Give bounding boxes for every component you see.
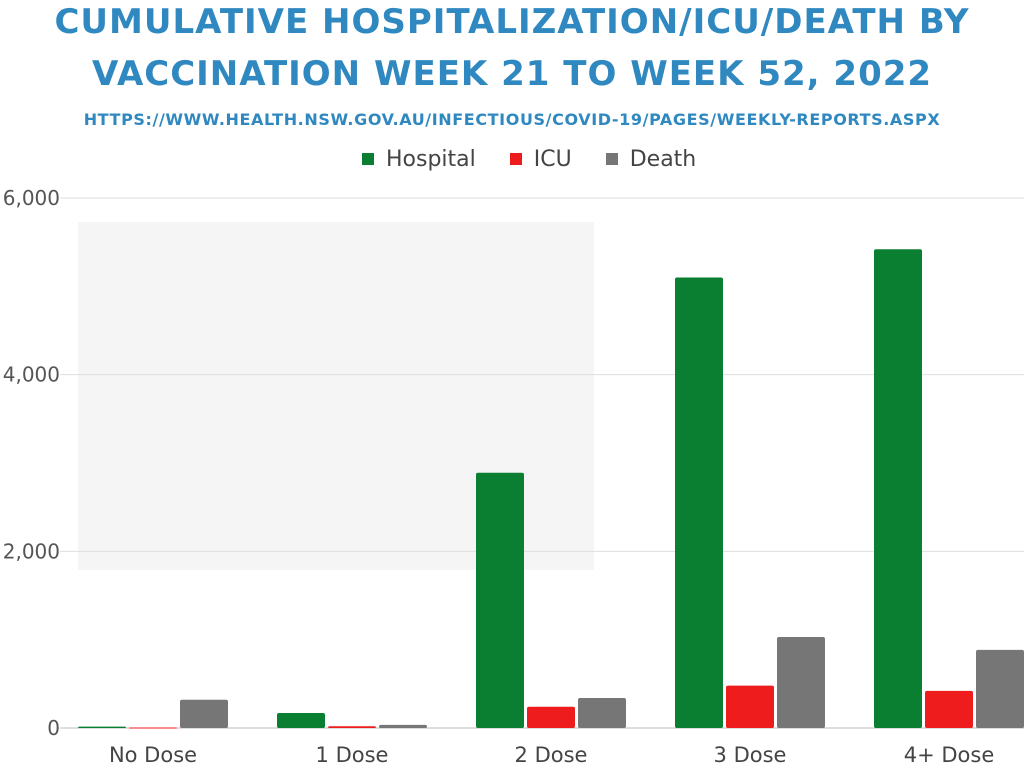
legend-item-death[interactable]: Death	[605, 146, 697, 172]
chart-title-line-1: CUMULATIVE HOSPITALIZATION/ICU/DEATH BY	[54, 2, 970, 42]
legend-swatch-death	[605, 153, 618, 165]
bar-death-no-dose[interactable]	[180, 699, 228, 728]
legend: Hospital ICU Death	[362, 146, 696, 172]
bar-chart: 0 2,000 4,000 6,000 No Dose 1 Dose 2 Dose 3 Do…	[3, 186, 1024, 767]
bar-hospital-3-dose[interactable]	[675, 277, 723, 729]
bar-death-1-dose[interactable]	[379, 724, 427, 728]
x-category-label: No Dose	[109, 743, 197, 767]
bar-hospital-1-dose[interactable]	[277, 712, 325, 728]
bars	[78, 249, 1024, 729]
bar-death-2-dose[interactable]	[578, 697, 626, 728]
source-url: HTTPS://WWW.HEALTH.NSW.GOV.AU/INFECTIOUS…	[83, 110, 941, 129]
x-category-label: 3 Dose	[714, 743, 787, 767]
x-category-label: 2 Dose	[515, 743, 588, 767]
bar-hospital-2-dose[interactable]	[476, 472, 524, 728]
y-tick-label: 0	[47, 716, 60, 740]
bar-icu-2-dose[interactable]	[527, 706, 575, 728]
bar-icu-3-dose[interactable]	[726, 685, 774, 728]
x-category-label: 1 Dose	[316, 743, 389, 767]
bar-hospital-4-dose[interactable]	[874, 249, 922, 728]
legend-swatch-icu	[509, 153, 522, 165]
legend-label-hospital: Hospital	[386, 146, 476, 172]
chart-title-line-2: VACCINATION WEEK 21 TO WEEK 52, 2022	[91, 54, 933, 94]
bar-icu-no-dose[interactable]	[129, 727, 177, 729]
bar-icu-4-dose[interactable]	[925, 690, 973, 728]
legend-item-icu[interactable]: ICU	[509, 146, 572, 172]
bar-icu-1-dose[interactable]	[328, 726, 376, 728]
bar-death-3-dose[interactable]	[777, 637, 825, 728]
x-category-label: 4+ Dose	[904, 743, 995, 767]
legend-label-death: Death	[629, 146, 697, 172]
bar-hospital-no-dose[interactable]	[78, 726, 126, 728]
y-axis-ticks: 0 2,000 4,000 6,000	[3, 186, 60, 740]
legend-swatch-hospital	[362, 153, 374, 165]
legend-item-hospital[interactable]: Hospital	[362, 147, 476, 172]
y-tick-label: 2,000	[3, 539, 60, 563]
y-tick-label: 6,000	[3, 186, 60, 210]
y-tick-label: 4,000	[3, 363, 60, 387]
x-axis-categories: No Dose 1 Dose 2 Dose 3 Dose 4+ Dose	[109, 743, 994, 767]
bar-death-4-dose[interactable]	[976, 649, 1024, 728]
legend-label-icu: ICU	[533, 146, 572, 172]
